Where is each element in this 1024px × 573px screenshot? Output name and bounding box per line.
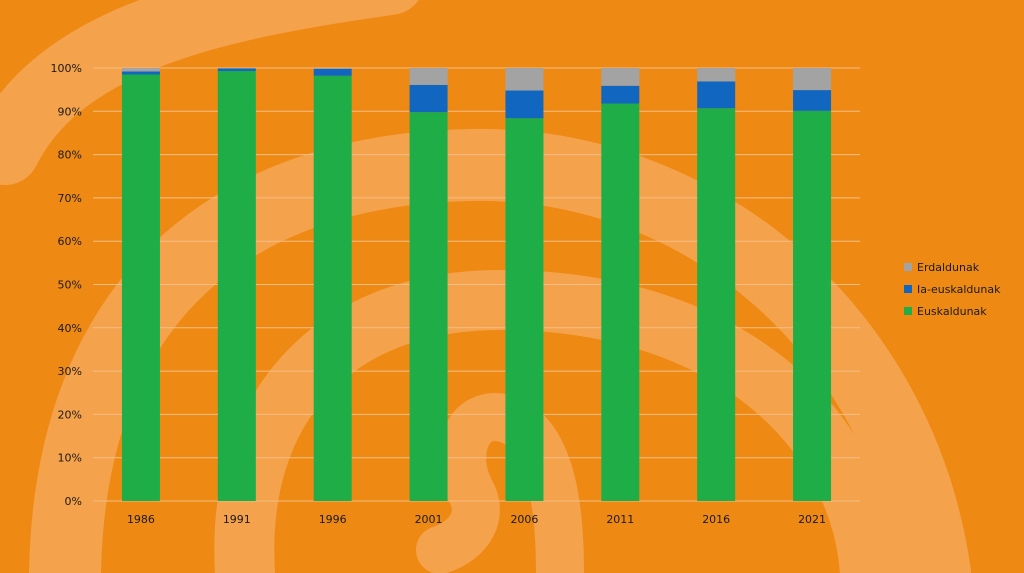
- y-tick-label: 80%: [58, 149, 82, 162]
- y-tick-label: 10%: [58, 452, 82, 465]
- x-axis-tick-labels: 1986 1991 1996 2001 2006 2011 2016 2021: [127, 513, 826, 526]
- legend-label: Euskaldunak: [917, 305, 987, 318]
- bar-segment-ia-euskaldunak-2016: [697, 81, 736, 109]
- swirl-spiral-center: [416, 393, 584, 573]
- y-tick-label: 20%: [58, 408, 82, 421]
- bar-segment-ia-euskaldunak-1986: [121, 71, 160, 75]
- swirl-arc-outer: [0, 0, 419, 185]
- y-tick-label: 30%: [58, 365, 82, 378]
- bar-segment-ia-euskaldunak-2021: [793, 90, 832, 111]
- bar-segment-euskaldunak-1996: [313, 75, 352, 501]
- x-tick-label: 1986: [127, 513, 155, 526]
- legend: Erdaldunak Ia-euskaldunak Euskaldunak: [904, 261, 1001, 318]
- bar-segment-euskaldunak-1991: [217, 71, 256, 501]
- y-tick-label: 90%: [58, 105, 82, 118]
- x-tick-label: 1996: [319, 513, 347, 526]
- x-tick-label: 2021: [798, 513, 826, 526]
- y-tick-label: 50%: [58, 279, 82, 292]
- legend-swatch: [904, 307, 912, 315]
- y-tick-label: 60%: [58, 235, 82, 248]
- bar-segment-ia-euskaldunak-1991: [217, 68, 256, 72]
- y-tick-label: 100%: [51, 62, 82, 75]
- bar-segment-euskaldunak-2001: [409, 112, 448, 501]
- legend-swatch: [904, 263, 912, 271]
- bar-segment-euskaldunak-2011: [601, 103, 640, 502]
- y-tick-label: 70%: [58, 192, 82, 205]
- bar-segment-erdaldunak-2016: [697, 68, 736, 82]
- x-tick-label: 2016: [702, 513, 730, 526]
- legend-label: Erdaldunak: [917, 261, 980, 274]
- x-tick-label: 2011: [606, 513, 634, 526]
- bar-segment-euskaldunak-2021: [793, 110, 832, 501]
- bar-segment-ia-euskaldunak-1996: [313, 68, 352, 76]
- x-tick-label: 2006: [510, 513, 538, 526]
- legend-label: Ia-euskaldunak: [917, 283, 1001, 296]
- bar-segment-erdaldunak-2006: [505, 68, 544, 91]
- bar-segment-erdaldunak-1986: [121, 68, 160, 72]
- bar-segment-euskaldunak-2016: [697, 108, 736, 502]
- x-tick-label: 2001: [415, 513, 443, 526]
- bar-segment-euskaldunak-1986: [121, 74, 160, 502]
- bars: [121, 68, 832, 502]
- legend-swatch: [904, 285, 912, 293]
- y-tick-label: 0%: [65, 495, 82, 508]
- bar-segment-ia-euskaldunak-2001: [409, 84, 448, 113]
- x-tick-label: 1991: [223, 513, 251, 526]
- bar-segment-erdaldunak-2001: [409, 68, 448, 85]
- y-tick-label: 40%: [58, 322, 82, 335]
- bar-segment-ia-euskaldunak-2011: [601, 85, 640, 104]
- bar-segment-euskaldunak-2006: [505, 118, 544, 501]
- gridlines: [93, 67, 860, 502]
- bar-segment-erdaldunak-1996: [313, 68, 352, 69]
- bar-segment-ia-euskaldunak-2006: [505, 90, 544, 119]
- swirl-arc-main: [29, 128, 971, 573]
- bar-segment-erdaldunak-2021: [793, 68, 832, 91]
- bar-segment-erdaldunak-2011: [601, 68, 640, 86]
- y-axis-tick-labels: 0% 10% 20% 30% 40% 50% 60% 70% 80% 90% 100%: [51, 62, 82, 508]
